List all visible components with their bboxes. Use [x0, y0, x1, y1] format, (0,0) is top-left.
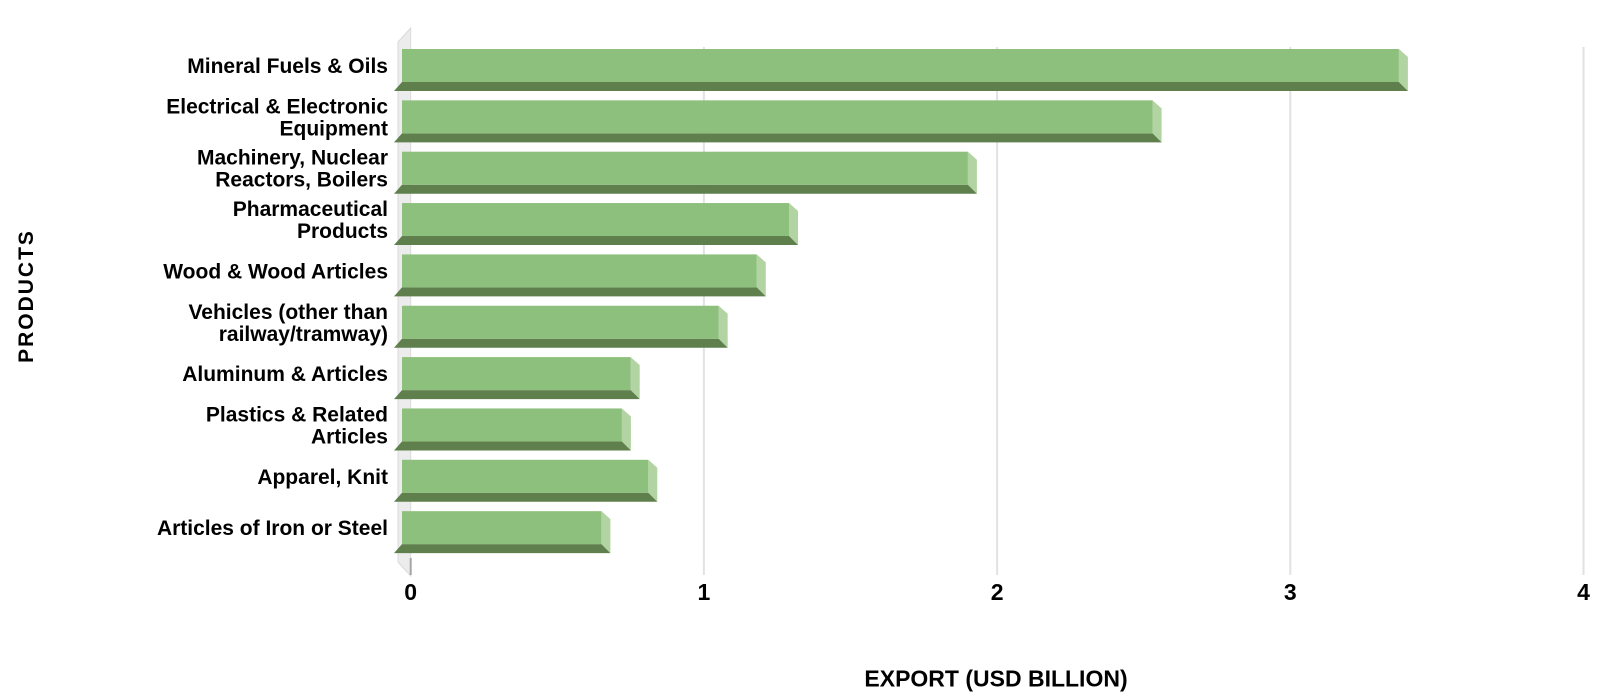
category-label: Machinery, Nuclear Reactors, Boilers [197, 147, 388, 192]
bar-side-face [967, 151, 977, 194]
x-axis-title: EXPORT (USD BILLION) [864, 665, 1128, 692]
x-tick-label: 0 [404, 579, 417, 605]
x-tick-label: 3 [1284, 579, 1297, 605]
bar-side-face [1398, 49, 1408, 91]
bar-bottom-bevel [394, 441, 631, 451]
bar-side-face [601, 511, 611, 554]
bar-bottom-bevel [394, 184, 977, 194]
bar-side-face [1152, 100, 1162, 143]
x-tick-label: 1 [698, 579, 711, 605]
bar [402, 203, 790, 237]
category-label: Aluminum & Articles [182, 363, 388, 386]
category-label: Apparel, Knit [257, 466, 388, 489]
category-label: Plastics & Related Articles [206, 403, 388, 448]
x-tick-label: 2 [991, 579, 1004, 605]
bar-bottom-bevel [394, 492, 658, 502]
category-label: Vehicles (other than railway/tramway) [188, 301, 388, 346]
bar-bottom-bevel [394, 544, 611, 554]
bar [402, 100, 1153, 134]
category-label: Mineral Fuels & Oils [187, 55, 388, 78]
x-tick-label: 4 [1577, 579, 1590, 605]
bar-side-face [630, 357, 640, 400]
bar-bottom-bevel [394, 82, 1408, 91]
bar [402, 357, 631, 391]
category-label: Articles of Iron or Steel [157, 517, 388, 540]
bar [402, 305, 719, 339]
bar-bottom-bevel [394, 287, 766, 297]
bar [402, 459, 649, 493]
bar [402, 511, 602, 545]
bar [402, 254, 757, 288]
bar-side-face [621, 408, 631, 451]
category-label: Wood & Wood Articles [163, 260, 388, 283]
bar-side-face [789, 203, 799, 246]
category-label: Electrical & Electronic Equipment [166, 95, 388, 140]
category-label: Pharmaceutical Products [233, 198, 388, 243]
bar-side-face [718, 305, 728, 348]
bar-bottom-bevel [394, 133, 1162, 143]
bar-side-face [756, 254, 766, 297]
bar-bottom-bevel [394, 236, 799, 246]
bar [402, 151, 968, 185]
bar [402, 49, 1399, 82]
bar-side-face [648, 459, 658, 502]
bar-bottom-bevel [394, 338, 728, 348]
bar [402, 408, 622, 442]
bar-bottom-bevel [394, 390, 640, 400]
